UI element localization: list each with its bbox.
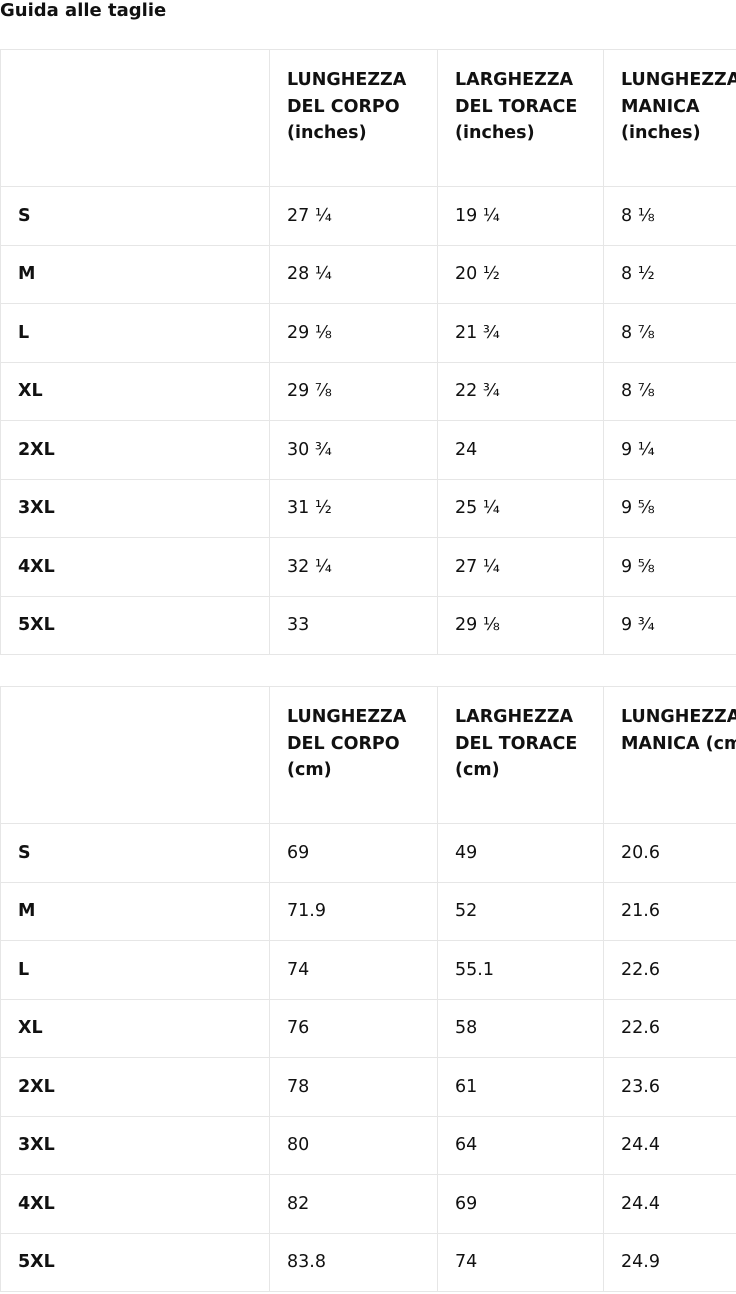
table-row: 5XL 83.8 74 24.9: [0, 1232, 736, 1292]
size-label: 2XL: [0, 1057, 270, 1117]
cell: 24.4: [603, 1174, 736, 1234]
size-label: 5XL: [0, 595, 270, 655]
size-label: L: [0, 303, 270, 363]
cell: 78: [269, 1057, 438, 1117]
cell: 49: [437, 823, 604, 883]
table-row: S 69 49 20.6: [0, 823, 736, 883]
cell: 55.1: [437, 940, 604, 1000]
table-row: L 74 55.1 22.6: [0, 940, 736, 1000]
cell: 9 ⅝: [603, 537, 736, 597]
cell: 9 ⅝: [603, 478, 736, 538]
cell: 22 ¾: [437, 361, 604, 421]
cell: 64: [437, 1115, 604, 1175]
size-label: 3XL: [0, 1115, 270, 1175]
cell: 74: [269, 940, 438, 1000]
cell: 27 ¼: [437, 537, 604, 597]
cell: 30 ¾: [269, 420, 438, 480]
cell: 74: [437, 1232, 604, 1292]
cell: 69: [437, 1174, 604, 1234]
size-label: XL: [0, 361, 270, 421]
header-row: LUNGHEZZA DEL CORPO (cm) LARGHEZZA DEL TO…: [0, 686, 736, 824]
cell: 52: [437, 881, 604, 941]
size-label: 4XL: [0, 537, 270, 597]
table-row: 2XL 30 ¾ 24 9 ¼: [0, 420, 736, 480]
cell: 27 ¼: [269, 186, 438, 246]
cell: 76: [269, 998, 438, 1058]
cell: 24.9: [603, 1232, 736, 1292]
size-label: S: [0, 823, 270, 883]
cell: 8 ⅞: [603, 361, 736, 421]
header-cell: LARGHEZZA DEL TORACE (cm): [437, 686, 604, 824]
size-label: 4XL: [0, 1174, 270, 1234]
size-label: L: [0, 940, 270, 1000]
size-label: XL: [0, 998, 270, 1058]
cell: 9 ¼: [603, 420, 736, 480]
cell: 20 ½: [437, 244, 604, 304]
header-cell: LUNGHEZZA DEL CORPO (inches): [269, 49, 438, 187]
header-cell: LARGHEZZA DEL TORACE (inches): [437, 49, 604, 187]
cell: 24: [437, 420, 604, 480]
header-cell: [0, 49, 270, 187]
size-label: S: [0, 186, 270, 246]
cell: 29 ⅛: [437, 595, 604, 655]
cell: 58: [437, 998, 604, 1058]
cell: 22.6: [603, 998, 736, 1058]
size-label: M: [0, 244, 270, 304]
cell: 21 ¾: [437, 303, 604, 363]
size-label: 5XL: [0, 1232, 270, 1292]
table-row: 3XL 80 64 24.4: [0, 1115, 736, 1175]
cell: 32 ¼: [269, 537, 438, 597]
cell: 33: [269, 595, 438, 655]
cell: 20.6: [603, 823, 736, 883]
size-label: M: [0, 881, 270, 941]
cell: 69: [269, 823, 438, 883]
size-table: LUNGHEZZA DEL CORPO (cm) LARGHEZZA DEL TO…: [0, 686, 736, 1292]
cell: 8 ½: [603, 244, 736, 304]
header-cell: LUNGHEZZA MANICA (cm): [603, 686, 736, 824]
size-label: 2XL: [0, 420, 270, 480]
header-cell: LUNGHEZZA MANICA (inches): [603, 49, 736, 187]
header-cell: LUNGHEZZA DEL CORPO (cm): [269, 686, 438, 824]
header-cell: [0, 686, 270, 824]
cell: 71.9: [269, 881, 438, 941]
table-row: XL 76 58 22.6: [0, 998, 736, 1058]
table-row: M 71.9 52 21.6: [0, 881, 736, 941]
cell: 29 ⅛: [269, 303, 438, 363]
cell: 19 ¼: [437, 186, 604, 246]
table-row: 2XL 78 61 23.6: [0, 1057, 736, 1117]
cell: 28 ¼: [269, 244, 438, 304]
table-row: 4XL 82 69 24.4: [0, 1174, 736, 1234]
size-table: LUNGHEZZA DEL CORPO (inches) LARGHEZZA DE…: [0, 49, 736, 655]
cell: 9 ¾: [603, 595, 736, 655]
cell: 8 ⅛: [603, 186, 736, 246]
header-row: LUNGHEZZA DEL CORPO (inches) LARGHEZZA DE…: [0, 49, 736, 187]
cell: 22.6: [603, 940, 736, 1000]
page-title: Guida alle taglie: [0, 0, 167, 21]
cell: 31 ½: [269, 478, 438, 538]
cell: 23.6: [603, 1057, 736, 1117]
size-label: 3XL: [0, 478, 270, 538]
cell: 24.4: [603, 1115, 736, 1175]
cell: 83.8: [269, 1232, 438, 1292]
tables: LUNGHEZZA DEL CORPO (inches) LARGHEZZA DE…: [0, 49, 736, 1292]
cell: 25 ¼: [437, 478, 604, 538]
cell: 21.6: [603, 881, 736, 941]
cell: 29 ⅞: [269, 361, 438, 421]
cell: 82: [269, 1174, 438, 1234]
cell: 61: [437, 1057, 604, 1117]
cell: 80: [269, 1115, 438, 1175]
cell: 8 ⅞: [603, 303, 736, 363]
